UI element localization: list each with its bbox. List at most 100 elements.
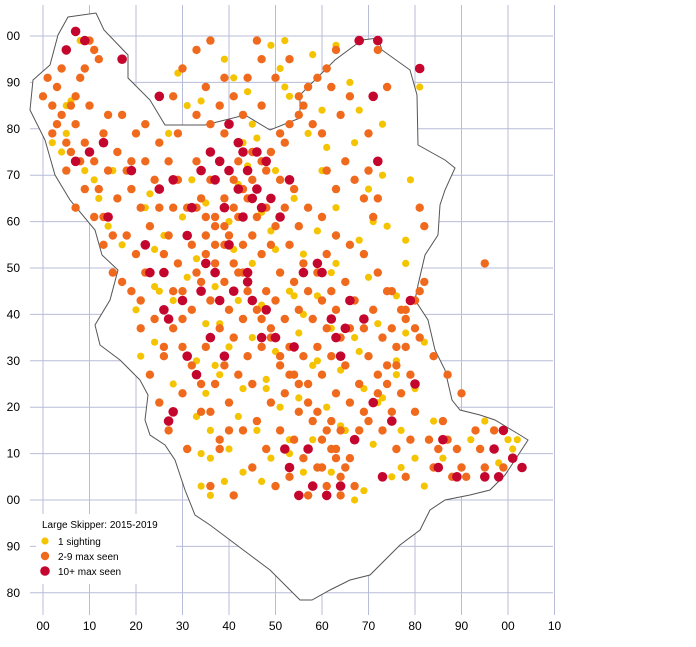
sighting-dot-many <box>154 184 165 194</box>
sighting-dot-one <box>402 236 410 244</box>
sighting-dot-one <box>295 329 303 337</box>
sighting-dot-one <box>165 129 173 137</box>
sighting-dot-few <box>359 407 369 416</box>
sighting-dot-many <box>168 407 178 417</box>
sighting-dot-few <box>331 231 341 240</box>
sighting-dot-few <box>62 166 71 175</box>
sighting-dot-few <box>275 175 285 184</box>
sighting-dot-few <box>308 120 317 129</box>
sighting-dot-few <box>43 73 52 83</box>
sighting-dot-few <box>155 138 164 147</box>
sighting-dot-many <box>489 444 499 454</box>
sighting-dot-few <box>252 416 262 426</box>
sighting-dot-few <box>443 370 452 379</box>
sighting-dot-many <box>214 156 225 167</box>
sighting-dot-few <box>169 324 178 333</box>
sighting-dot-many <box>224 165 234 176</box>
sighting-dot-few <box>313 342 322 352</box>
sighting-dot-few <box>327 82 336 92</box>
sighting-dot-few <box>299 259 308 268</box>
sighting-dot-few <box>275 352 285 361</box>
sighting-dot-few <box>122 231 131 240</box>
sighting-dot-few <box>285 472 294 481</box>
sighting-dot-many <box>140 240 151 250</box>
sighting-dot-many <box>256 332 267 343</box>
sighting-dot-few <box>210 259 220 268</box>
y-tick-label: 50 <box>7 261 21 275</box>
sighting-dot-few <box>271 481 280 491</box>
sighting-dot-one <box>225 343 233 351</box>
sighting-dot-few <box>308 314 317 324</box>
sighting-dot-few <box>196 194 206 203</box>
sighting-dot-one <box>253 426 261 434</box>
sighting-dot-few <box>313 73 322 83</box>
sighting-dot-few <box>229 259 238 268</box>
sighting-dot-one <box>351 334 359 342</box>
sighting-dot-few <box>322 166 331 175</box>
sighting-dot-few <box>350 175 359 184</box>
sighting-dot-many <box>70 156 81 167</box>
sighting-dot-few <box>369 212 378 222</box>
sighting-dot-few <box>396 389 406 398</box>
sighting-dot-few <box>457 463 466 472</box>
sighting-dot-many <box>219 351 230 362</box>
sighting-dot-one <box>281 83 289 91</box>
sighting-dot-one <box>439 454 447 462</box>
sighting-dot-few <box>369 305 378 314</box>
sighting-dot-few <box>210 240 220 249</box>
sighting-dot-few <box>262 287 271 296</box>
legend-label-2-9-max: 2-9 max seen <box>58 552 119 563</box>
sighting-dot-one <box>420 482 428 490</box>
sighting-dot-few <box>229 175 238 184</box>
x-tick-label: 00 <box>36 619 50 633</box>
sighting-dot-few <box>303 491 313 500</box>
sighting-dot-few <box>238 426 248 435</box>
sighting-dot-one <box>509 445 517 453</box>
sighting-dot-few <box>90 212 99 222</box>
sighting-dot-few <box>285 240 294 249</box>
sighting-dot-few <box>248 379 257 389</box>
sighting-dot-one <box>202 320 210 328</box>
sighting-dot-one <box>378 171 387 179</box>
sighting-dot-many <box>349 434 360 445</box>
sighting-dot-many <box>210 267 220 278</box>
sighting-dot-one <box>369 440 377 448</box>
sighting-dot-few <box>341 277 350 287</box>
sighting-dot-few <box>164 157 173 166</box>
sighting-dot-few <box>48 101 57 110</box>
sighting-dot-few <box>420 277 429 287</box>
sighting-dot-many <box>335 351 346 362</box>
sighting-dot-few <box>364 166 373 175</box>
sighting-dot-many <box>275 212 285 222</box>
x-tick-label: 90 <box>455 619 469 633</box>
sighting-dot-few <box>183 444 192 454</box>
sighting-dot-one <box>276 403 284 411</box>
sighting-dot-many <box>266 193 276 204</box>
sighting-dot-one <box>402 329 410 337</box>
y-tick-label: 10 <box>7 447 21 461</box>
sighting-dot-few <box>201 342 210 352</box>
sighting-dot-one <box>351 496 359 504</box>
sighting-dot-one <box>234 412 242 421</box>
sighting-dot-many <box>261 305 272 315</box>
sighting-dot-one <box>318 106 326 114</box>
sighting-dot-many <box>373 35 383 46</box>
sighting-dot-one <box>364 185 373 193</box>
sighting-dot-many <box>224 240 234 250</box>
sighting-dot-many <box>126 165 137 176</box>
sighting-dot-one <box>248 120 256 128</box>
sighting-dot-few <box>103 110 113 120</box>
sighting-dot-few <box>280 314 289 324</box>
sighting-dot-few <box>169 287 178 296</box>
sighting-dot-few <box>187 305 196 314</box>
sighting-dot-few <box>341 157 350 166</box>
legend-box <box>36 514 176 584</box>
sighting-dot-few <box>178 342 187 352</box>
sighting-dot-few <box>415 333 424 342</box>
sighting-dot-few <box>434 444 443 454</box>
y-tick-label: 20 <box>7 400 21 414</box>
sighting-dot-few <box>220 277 229 287</box>
sighting-dot-few <box>327 352 336 361</box>
sighting-dot-few <box>103 166 113 175</box>
sighting-dot-few <box>57 110 66 120</box>
